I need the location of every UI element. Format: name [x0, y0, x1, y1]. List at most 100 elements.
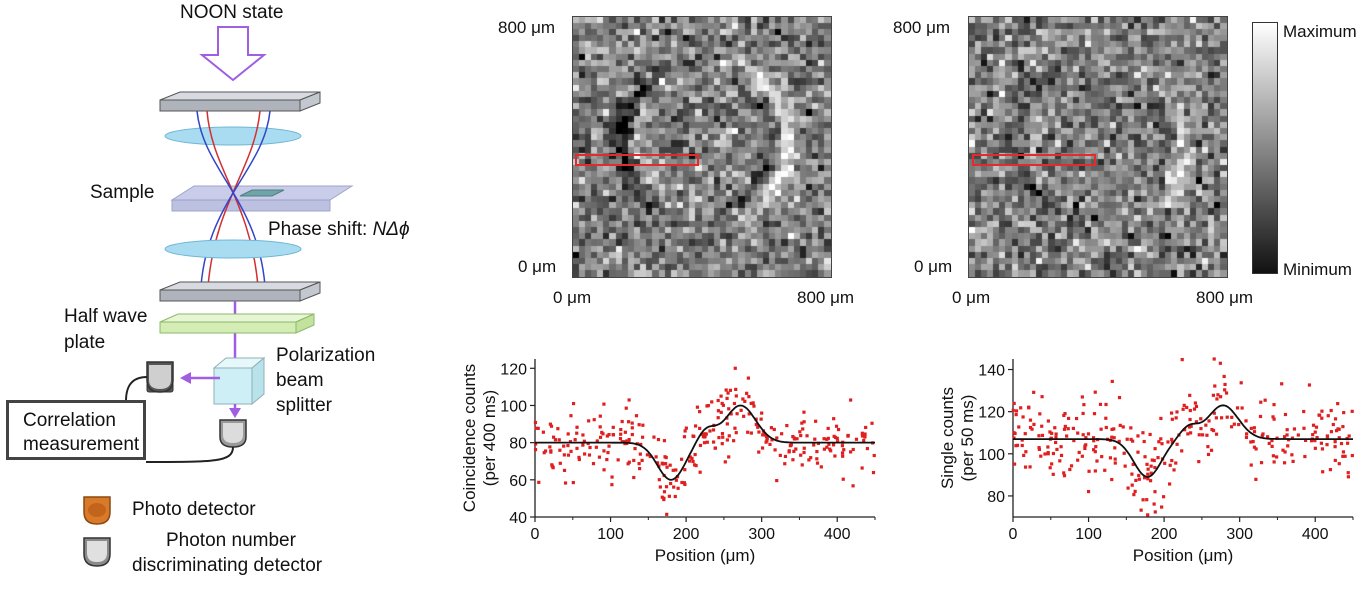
data-point: [1048, 466, 1052, 470]
data-point: [739, 408, 743, 412]
data-point: [683, 429, 687, 433]
data-point: [690, 456, 694, 461]
data-point: [1024, 450, 1028, 454]
data-point: [657, 478, 661, 482]
data-point: [759, 417, 763, 421]
data-point: [840, 451, 845, 455]
data-point: [1219, 416, 1224, 420]
data-point: [602, 449, 606, 453]
data-point: [633, 447, 637, 451]
data-point: [822, 437, 826, 441]
data-point: [764, 435, 769, 439]
data-point: [648, 454, 652, 459]
data-point: [1313, 439, 1317, 443]
data-point: [1054, 432, 1058, 436]
data-point: [597, 455, 602, 459]
data-point: [695, 405, 700, 409]
data-point: [746, 376, 750, 380]
data-point: [1011, 408, 1015, 413]
data-point: [726, 391, 730, 395]
data-point: [1014, 409, 1019, 413]
data-point: [581, 433, 585, 437]
data-point: [1130, 472, 1134, 476]
data-point: [1249, 426, 1253, 431]
data-point: [1346, 441, 1350, 445]
data-point: [1315, 435, 1319, 440]
data-point: [720, 442, 724, 446]
data-point: [822, 447, 827, 451]
data-point: [1197, 433, 1201, 437]
data-point: [842, 448, 846, 452]
y-tick-label: 100: [978, 447, 1005, 464]
data-point: [1095, 459, 1099, 463]
data-point: [1350, 409, 1354, 413]
data-point: [1341, 425, 1345, 429]
data-point: [1058, 459, 1062, 463]
data-point: [548, 422, 552, 426]
data-point: [1333, 440, 1337, 444]
img-left-x-left: 0 μm: [553, 288, 592, 307]
data-point: [1207, 419, 1211, 423]
y-tick-label: 40: [509, 510, 527, 527]
data-point: [658, 485, 662, 489]
data-point: [1350, 453, 1354, 458]
setup-svg: [83, 26, 354, 567]
data-point: [1249, 440, 1253, 444]
data-point: [729, 412, 733, 416]
data-point: [711, 440, 716, 444]
img-left-y-bottom: 0 μm: [518, 257, 557, 276]
data-point: [1261, 432, 1265, 436]
data-point: [802, 446, 806, 450]
data-point: [610, 483, 614, 487]
data-point: [1123, 464, 1127, 468]
data-point: [1337, 462, 1341, 466]
data-point: [1037, 434, 1041, 438]
data-point: [1252, 430, 1257, 434]
data-point: [660, 461, 664, 465]
fit-line: [1013, 404, 1353, 478]
data-point: [1272, 417, 1276, 421]
data-point: [624, 406, 628, 410]
data-point: [575, 446, 579, 450]
data-point: [1099, 427, 1103, 431]
correlation-line2: measurement: [23, 434, 140, 455]
data-point: [676, 486, 680, 490]
data-point: [1296, 433, 1300, 437]
y-axis-label-line2: (per 50 ms): [958, 395, 977, 482]
data-point: [815, 461, 820, 465]
data-point: [708, 429, 712, 433]
data-point: [1136, 434, 1140, 438]
data-point: [534, 442, 538, 446]
data-point: [727, 434, 731, 438]
data-point: [809, 456, 813, 460]
data-point: [598, 414, 602, 418]
data-point: [688, 455, 692, 459]
data-point: [1112, 427, 1116, 431]
y-axis-label-line1: Coincidence counts: [460, 364, 479, 512]
data-point: [1055, 447, 1059, 452]
data-point: [1216, 393, 1220, 397]
data-point: [851, 447, 855, 452]
data-point: [1118, 423, 1122, 427]
data-point: [1037, 446, 1041, 450]
coincidence-roi-rect: [575, 154, 699, 166]
data-point: [819, 465, 823, 469]
data-point: [626, 420, 631, 424]
data-point: [1012, 436, 1016, 440]
data-point: [575, 431, 579, 435]
data-point: [783, 462, 787, 466]
correlation-line1: Correlation: [23, 410, 116, 431]
data-point: [630, 432, 634, 437]
data-point: [1244, 419, 1248, 423]
data-point: [1215, 397, 1219, 401]
data-point: [1130, 483, 1134, 487]
data-point: [1168, 482, 1172, 486]
data-point: [833, 454, 837, 458]
data-point: [1040, 395, 1044, 399]
data-point: [1122, 451, 1126, 455]
data-point: [548, 445, 552, 449]
data-point: [562, 444, 566, 448]
data-point: [1194, 420, 1199, 424]
data-point: [639, 442, 643, 447]
data-point: [1333, 445, 1337, 449]
